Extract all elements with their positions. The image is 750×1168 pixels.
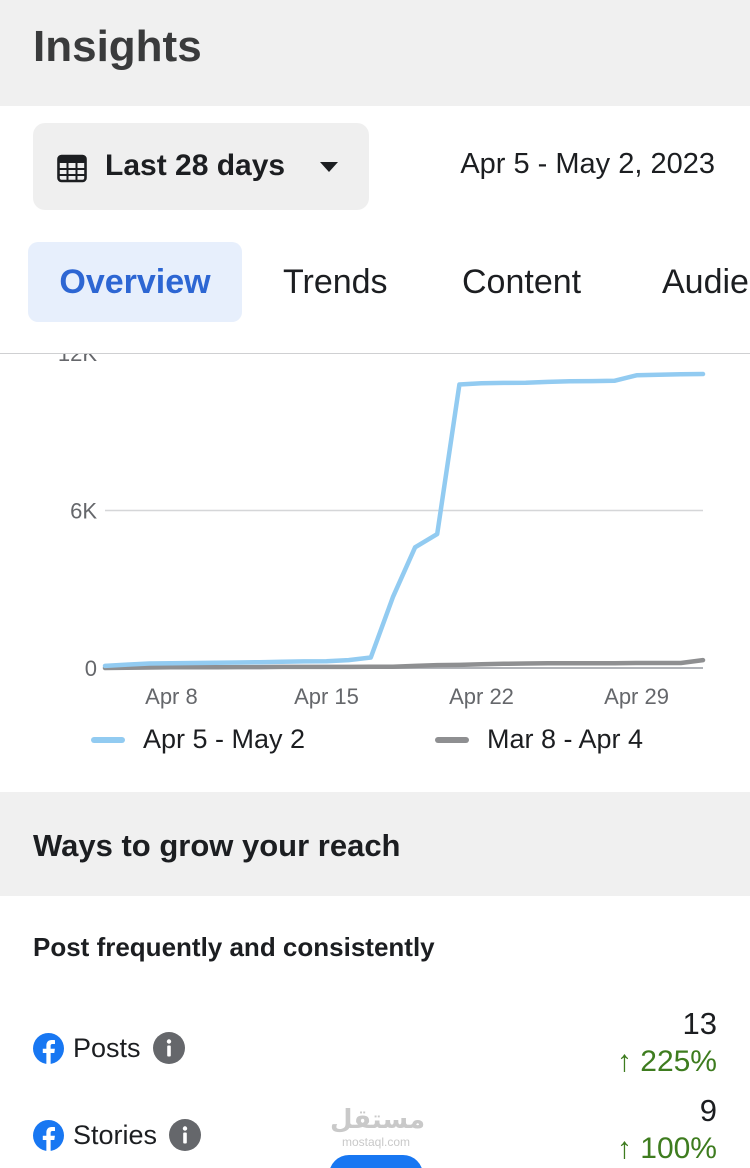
facebook-icon <box>33 1119 64 1151</box>
page-title: Insights <box>33 22 202 71</box>
metric-stories-value: 9 <box>699 1093 717 1128</box>
tip-title: Post frequently and consistently <box>33 932 435 962</box>
legend-current-swatch <box>91 736 125 743</box>
legend-previous-swatch <box>435 736 469 743</box>
watermark-logo-text: مستقل <box>330 1104 426 1134</box>
date-range-text: Apr 5 - May 2, 2023 <box>460 148 715 180</box>
info-icon[interactable] <box>169 1119 202 1151</box>
metric-posts-change: ↑ 225% <box>616 1045 717 1078</box>
watermark-url: mostaql.com <box>341 1135 411 1149</box>
metric-posts-label: Posts <box>73 1032 141 1063</box>
metric-posts-row: Posts <box>33 1032 185 1064</box>
metric-posts-value: 13 <box>682 1006 717 1041</box>
x-tick-label: Apr 29 <box>604 684 669 709</box>
reach-chart-svg: 12K 6K 0 Apr 8 Apr 15 Apr 22 Apr 29 <box>58 354 706 709</box>
x-tick-label: Apr 15 <box>294 684 359 709</box>
legend-current: Apr 5 - May 2 <box>91 724 305 755</box>
y-tick-label: 0 <box>85 656 97 681</box>
metric-stories-change: ↑ 100% <box>616 1132 717 1165</box>
caret-down-icon <box>320 162 338 172</box>
section-header-band <box>0 792 750 896</box>
watermark: مستقل mostaql.com <box>330 1104 426 1149</box>
header-bar: Insights <box>0 0 750 106</box>
tab-trends[interactable]: Trends <box>283 262 388 301</box>
facebook-icon <box>33 1032 64 1064</box>
tab-content[interactable]: Content <box>462 262 582 301</box>
legend-previous: Mar 8 - Apr 4 <box>435 724 643 755</box>
x-tick-label: Apr 22 <box>449 684 514 709</box>
date-range-dropdown[interactable]: Last 28 days <box>33 123 369 210</box>
y-tick-label: 12K <box>58 354 97 366</box>
tab-bar: Overview Trends Content Audie <box>0 242 750 322</box>
tab-audience[interactable]: Audie <box>662 262 749 301</box>
metric-stories-label: Stories <box>73 1119 158 1150</box>
series-line-current <box>102 371 706 669</box>
info-icon[interactable] <box>152 1032 185 1064</box>
legend-current-label: Apr 5 - May 2 <box>143 724 306 754</box>
floating-action-button[interactable] <box>329 1155 423 1168</box>
metric-stories-row: Stories <box>33 1119 202 1151</box>
x-tick-label: Apr 8 <box>145 684 198 709</box>
reach-chart: 12K 6K 0 Apr 8 Apr 15 Apr 22 Apr 29 <box>0 354 750 792</box>
tab-divider <box>0 353 750 354</box>
calendar-icon <box>57 154 87 183</box>
date-range-label: Last 28 days <box>105 149 286 182</box>
y-tick-label: 6K <box>70 499 97 524</box>
section-title: Ways to grow your reach <box>33 828 401 863</box>
legend-previous-label: Mar 8 - Apr 4 <box>487 724 644 754</box>
series-line-previous <box>102 657 706 671</box>
tab-overview[interactable]: Overview <box>28 242 242 322</box>
